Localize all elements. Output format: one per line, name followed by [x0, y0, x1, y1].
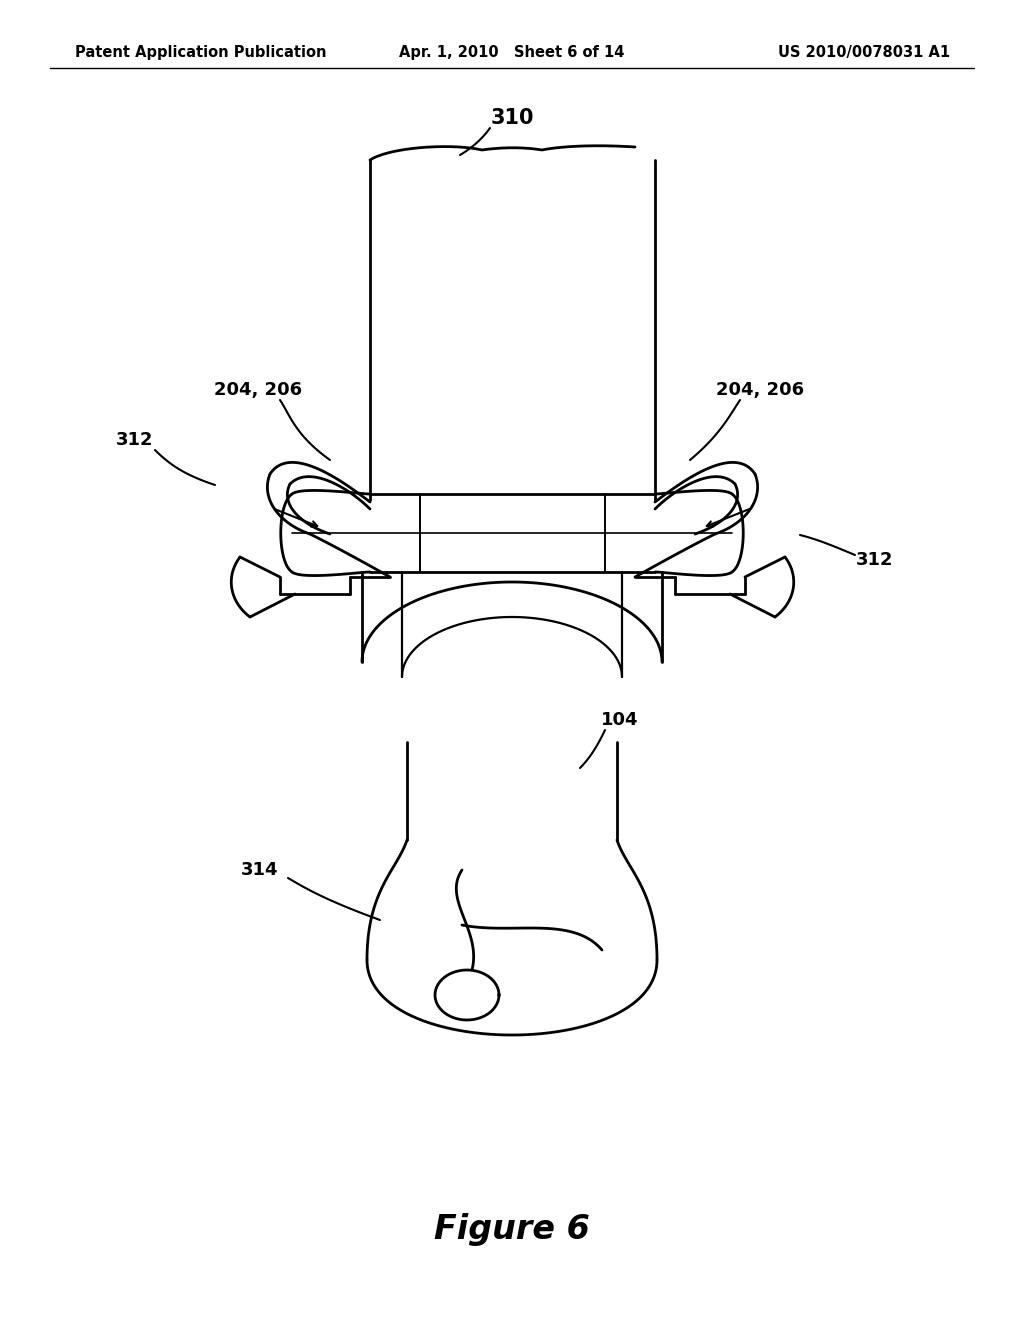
Text: US 2010/0078031 A1: US 2010/0078031 A1 [778, 45, 950, 59]
Text: 204, 206: 204, 206 [214, 381, 302, 399]
Text: 310: 310 [490, 108, 534, 128]
Text: Patent Application Publication: Patent Application Publication [75, 45, 327, 59]
Text: 312: 312 [117, 432, 154, 449]
Text: 312: 312 [856, 550, 894, 569]
Text: 314: 314 [242, 861, 279, 879]
Text: Apr. 1, 2010   Sheet 6 of 14: Apr. 1, 2010 Sheet 6 of 14 [399, 45, 625, 59]
Text: 204, 206: 204, 206 [716, 381, 804, 399]
Text: 104: 104 [601, 711, 639, 729]
Text: Figure 6: Figure 6 [434, 1213, 590, 1246]
